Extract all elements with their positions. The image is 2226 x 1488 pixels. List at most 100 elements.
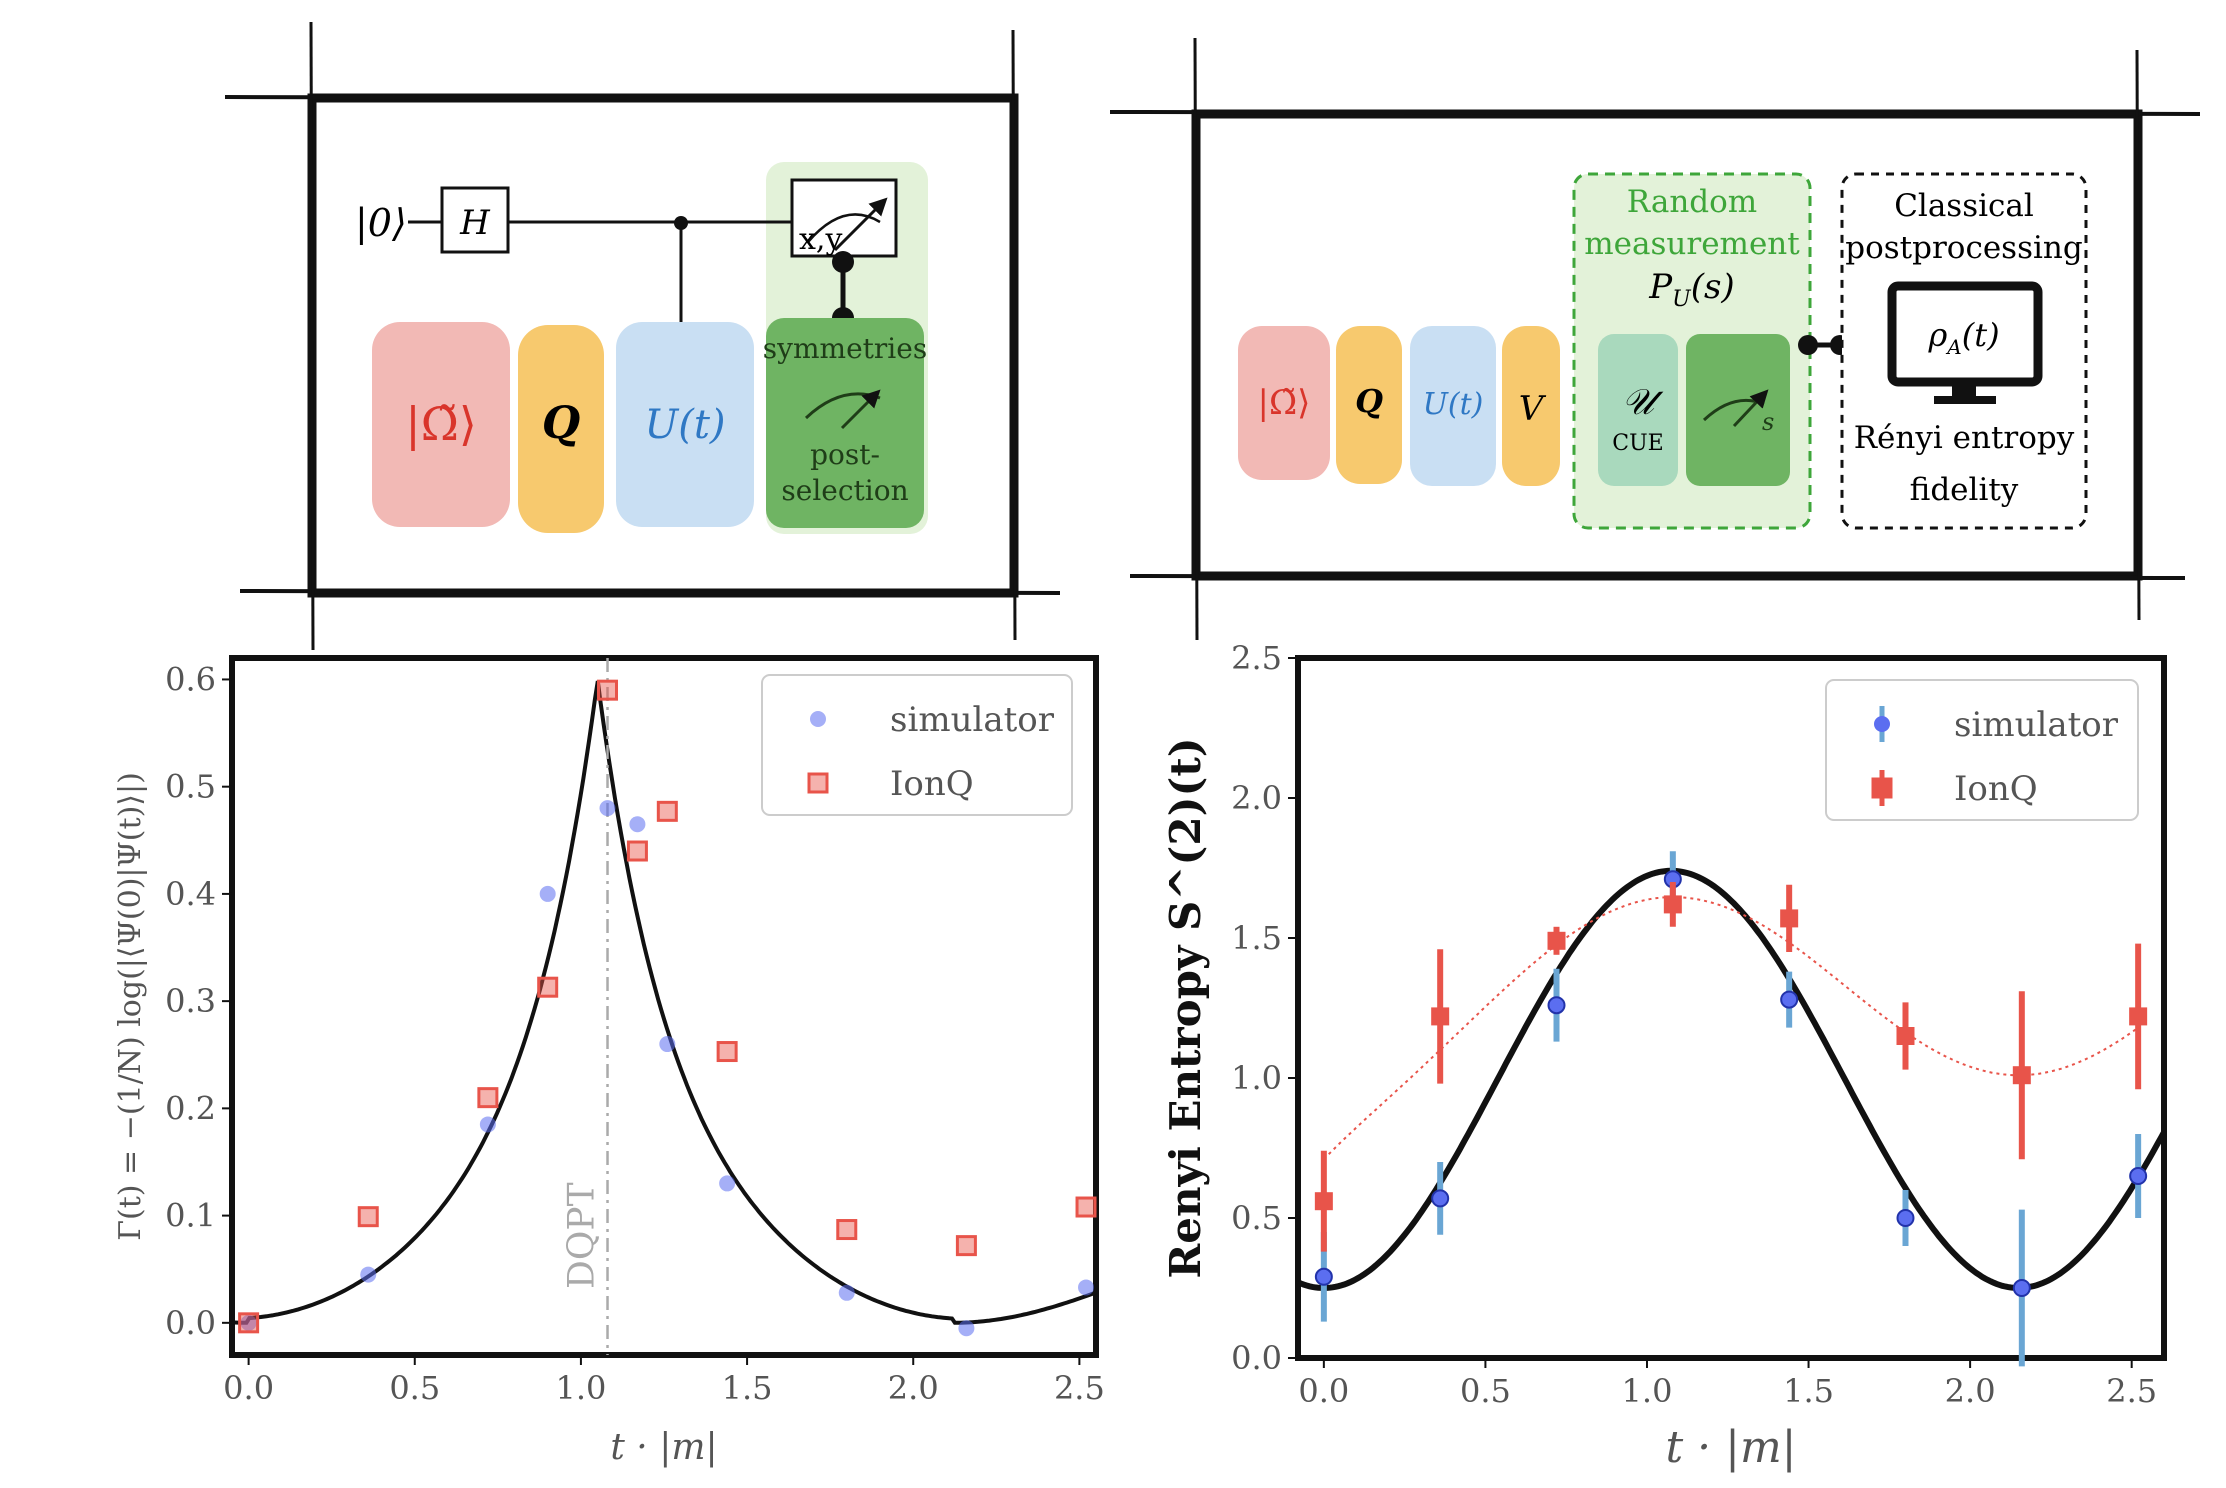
x-tick-label: 2.0 xyxy=(888,1369,939,1407)
y-tick-label: 0.6 xyxy=(165,660,216,698)
post-label-1: post- xyxy=(810,438,880,471)
rm-label-2: measurement xyxy=(1584,226,1800,262)
u-box xyxy=(616,322,754,527)
simulator-point xyxy=(1547,996,1566,1015)
x-tick-label: 0.0 xyxy=(1298,1372,1349,1410)
y-tick-label: 0.5 xyxy=(165,768,216,806)
meter-arc xyxy=(807,213,881,243)
ionq-point xyxy=(597,679,619,701)
x-tick-label: 1.0 xyxy=(555,1369,606,1407)
legend-box xyxy=(761,674,1073,816)
meter-xy-label: x,y xyxy=(799,222,842,257)
simulator-point xyxy=(838,1284,855,1301)
hadamard-gate xyxy=(440,186,510,254)
x-tick-label: 2.5 xyxy=(2106,1372,2157,1410)
simulator-point xyxy=(1431,1189,1450,1208)
q-label: Q xyxy=(542,398,580,449)
fidelity-label: fidelity xyxy=(1910,472,2019,508)
simulator-point xyxy=(719,1175,736,1192)
simulator-point xyxy=(1896,1209,1915,1227)
v-label: V xyxy=(1519,389,1547,429)
legend-label: IonQ xyxy=(890,764,974,804)
ionq-point xyxy=(238,1312,260,1334)
q-label-right: Q xyxy=(1355,382,1383,420)
x-axis-label: t · |m| xyxy=(1665,1422,1796,1473)
ionq-point xyxy=(1547,931,1566,950)
ket-zero-label: |0⟩ xyxy=(355,201,407,245)
simulator-point xyxy=(599,800,616,817)
x-tick-label: 0.5 xyxy=(389,1369,440,1407)
omega-box xyxy=(372,322,510,527)
v-box xyxy=(1502,326,1560,486)
u-label-right: U(t) xyxy=(1423,387,1484,422)
x-tick-label: 2.5 xyxy=(1054,1369,1105,1407)
cue-label: CUE xyxy=(1612,431,1663,456)
post-label-2: selection xyxy=(781,474,908,507)
ionq-point xyxy=(716,1041,738,1063)
omega-box-right xyxy=(1238,326,1330,480)
ionq-point xyxy=(2129,1007,2148,1026)
rho-label: ρA(t) xyxy=(1927,316,1999,359)
ionq-point xyxy=(537,976,559,998)
pus-label: PU(s) xyxy=(1648,267,1734,312)
ionq-point xyxy=(1431,1007,1450,1026)
x-tick-label: 1.5 xyxy=(722,1369,773,1407)
legend-marker-ionq xyxy=(807,772,829,794)
simulator-point xyxy=(360,1266,377,1283)
ionq-point xyxy=(2012,1066,2031,1085)
ionq-point xyxy=(836,1219,858,1241)
dqpt-label: DQPT xyxy=(562,1182,603,1289)
ionq-point xyxy=(357,1206,379,1228)
chart-loschmidt: 0.0 0.5 1.0 1.5 2.0 2.5 0.0 0.1 0.2 0.3 0.4 0.5 0.6 t… xyxy=(113,655,1105,1468)
simulator-point xyxy=(1314,1267,1333,1286)
ionq-point xyxy=(955,1235,977,1257)
legend-marker-simulator xyxy=(1874,716,1890,732)
sample-box xyxy=(1686,334,1790,486)
x-tick-label: 1.5 xyxy=(1783,1372,1834,1410)
simulator-point xyxy=(958,1320,975,1337)
meter-needle xyxy=(833,197,888,252)
y-axis-label: Γ(t) = −(1/N) log(|⟨Ψ(0)|Ψ(t)⟩|) xyxy=(113,772,148,1241)
y-tick-label: 0.5 xyxy=(1231,1199,1282,1237)
cue-box xyxy=(1598,334,1678,486)
ionq-point xyxy=(626,840,648,862)
x-tick-label: 0.0 xyxy=(223,1369,274,1407)
y-tick-label: 0.4 xyxy=(165,875,216,913)
hadamard-label: H xyxy=(459,203,491,243)
monitor-icon xyxy=(1887,281,2043,387)
y-tick-label: 0.0 xyxy=(165,1304,216,1342)
simulator-point xyxy=(2012,1279,2031,1297)
simulator-point xyxy=(539,885,556,902)
ionq-point xyxy=(1896,1027,1915,1045)
legend-label: simulator xyxy=(1954,705,2119,745)
cp-label-1: Classical xyxy=(1894,188,2034,224)
y-tick-label: 0.3 xyxy=(165,982,216,1020)
simulator-point xyxy=(240,1314,257,1331)
y-axis-label: Renyi Entropy S^(2)(t) xyxy=(1161,737,1210,1278)
symmetries-label: symmetries xyxy=(763,332,927,365)
legend-marker-simulator xyxy=(810,711,826,727)
simulator-point xyxy=(479,1116,496,1133)
ionq-point xyxy=(1780,909,1799,928)
sample-meter-needle xyxy=(1732,389,1769,428)
ionq-point xyxy=(1075,1196,1097,1218)
y-tick-label: 0.1 xyxy=(165,1197,216,1235)
legend-label: simulator xyxy=(890,700,1055,740)
y-tick-label: 1.0 xyxy=(1231,1059,1282,1097)
legend-marker-ionq xyxy=(1871,777,1893,799)
circuit-left-panel: |0⟩ H x,y |Ω̃⟩ Q U(t) symmetries post- s… xyxy=(224,21,1061,651)
u-label: U(t) xyxy=(645,402,726,448)
legend-label: IonQ xyxy=(1954,769,2038,809)
u-box-right xyxy=(1410,326,1496,486)
simulator-point xyxy=(659,1036,676,1053)
chart-renyi: 0.0 0.5 1.0 1.5 2.0 2.5 0.0 0.5 1.0 1.5 2.0 2.5 t · … xyxy=(1161,639,2167,1473)
circuit-right-panel: |Ω̃⟩ Q U(t) V Random measurement PU(s) 𝒰… xyxy=(1109,37,2201,641)
sample-label: s xyxy=(1762,408,1774,436)
ionq-fit-curve xyxy=(1323,896,2139,1160)
q-box-right xyxy=(1336,326,1402,484)
rm-label-1: Random xyxy=(1627,184,1757,220)
ionq-point xyxy=(1314,1192,1333,1211)
connector-dot-left xyxy=(1798,335,1818,355)
ionq-point xyxy=(656,800,678,822)
renyi-label: Rényi entropy xyxy=(1854,420,2075,456)
